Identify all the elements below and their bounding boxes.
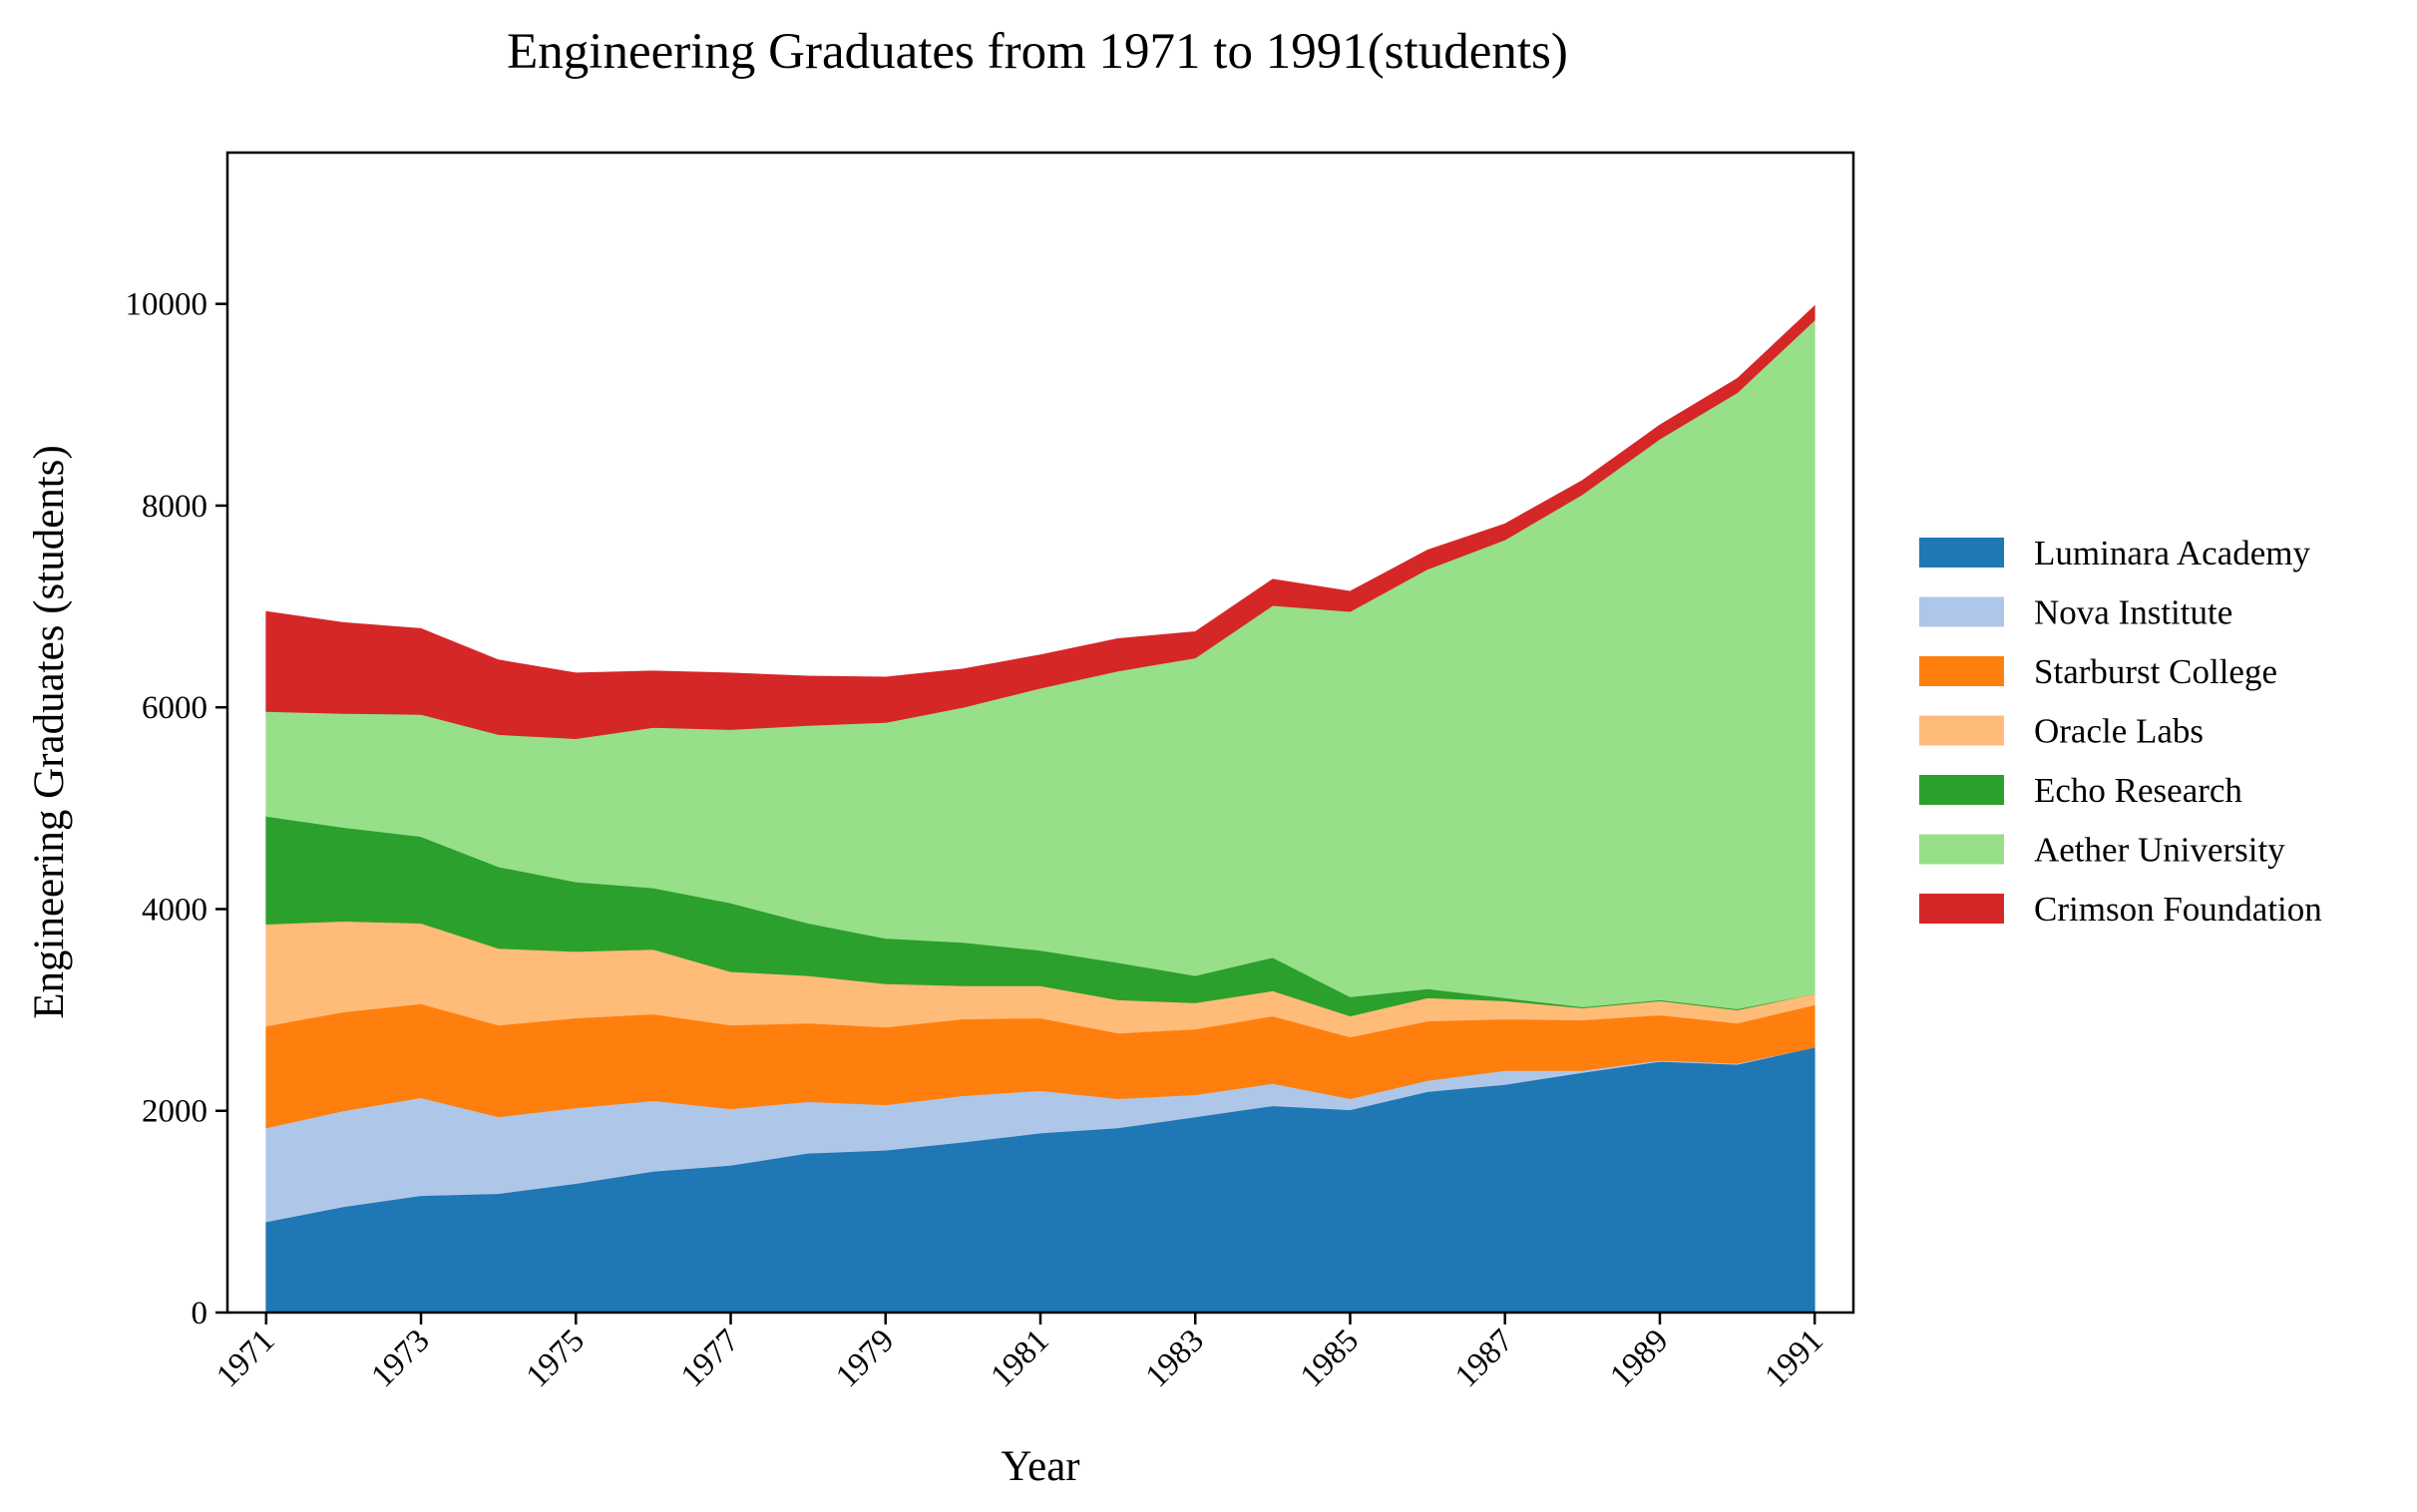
x-tick-label: 1977: [674, 1323, 746, 1394]
y-tick-label: 2000: [142, 1094, 207, 1130]
legend-swatch-crimson-foundation: [1919, 894, 2004, 924]
x-tick-label: 1971: [209, 1323, 281, 1394]
legend-label-nova-institute: Nova Institute: [2034, 593, 2232, 632]
legend-swatch-echo-research: [1919, 775, 2004, 805]
chart-title: Engineering Graduates from 1971 to 1991(…: [507, 24, 1568, 80]
legend-label-crimson-foundation: Crimson Foundation: [2034, 890, 2322, 929]
y-tick-label: 8000: [142, 489, 207, 525]
x-tick-label: 1989: [1603, 1323, 1675, 1394]
x-tick-label: 1981: [985, 1323, 1056, 1394]
legend-swatch-oracle-labs: [1919, 715, 2004, 746]
legend-label-starburst-college: Starburst College: [2034, 652, 2277, 691]
legend-label-echo-research: Echo Research: [2034, 771, 2242, 810]
area-crimson-foundation: [265, 304, 1815, 740]
y-axis-label: Engineering Graduates (students): [26, 445, 73, 1019]
x-axis-label: Year: [1001, 1443, 1079, 1490]
legend-label-oracle-labs: Oracle Labs: [2034, 712, 2204, 751]
legend-swatch-aether-university: [1919, 834, 2004, 865]
x-tick-label: 1979: [829, 1323, 901, 1394]
x-tick-label: 1985: [1294, 1323, 1366, 1394]
legend-swatch-starburst-college: [1919, 656, 2004, 686]
y-tick-label: 10000: [126, 287, 208, 323]
x-tick-label: 1983: [1139, 1323, 1211, 1394]
x-tick-label: 1975: [520, 1323, 592, 1394]
y-tick-label: 0: [192, 1296, 208, 1331]
x-tick-label: 1991: [1759, 1323, 1830, 1394]
areas-layer: [265, 304, 1815, 1314]
legend-label-aether-university: Aether University: [2034, 831, 2285, 870]
y-tick-label: 6000: [142, 690, 207, 726]
y-axis: 0 2000 4000 6000 8000 10000: [126, 287, 227, 1331]
legend-swatch-luminara-academy: [1919, 538, 2004, 567]
legend-label-luminara-academy: Luminara Academy: [2034, 534, 2310, 572]
legend: Luminara Academy Nova Institute Starburst …: [1919, 534, 2322, 929]
x-axis: 1971 1973 1975 1977 1979 1981 1983 1985 1987 1989…: [209, 1313, 1830, 1394]
y-tick-label: 4000: [142, 892, 207, 928]
legend-swatch-nova-institute: [1919, 596, 2004, 627]
x-tick-label: 1987: [1448, 1323, 1520, 1394]
x-tick-label: 1973: [365, 1323, 437, 1394]
